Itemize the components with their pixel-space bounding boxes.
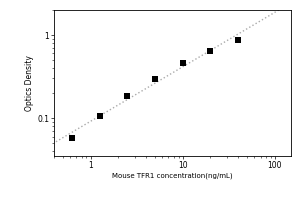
Y-axis label: Optics Density: Optics Density	[26, 55, 34, 111]
X-axis label: Mouse TFR1 concentration(ng/mL): Mouse TFR1 concentration(ng/mL)	[112, 173, 233, 179]
